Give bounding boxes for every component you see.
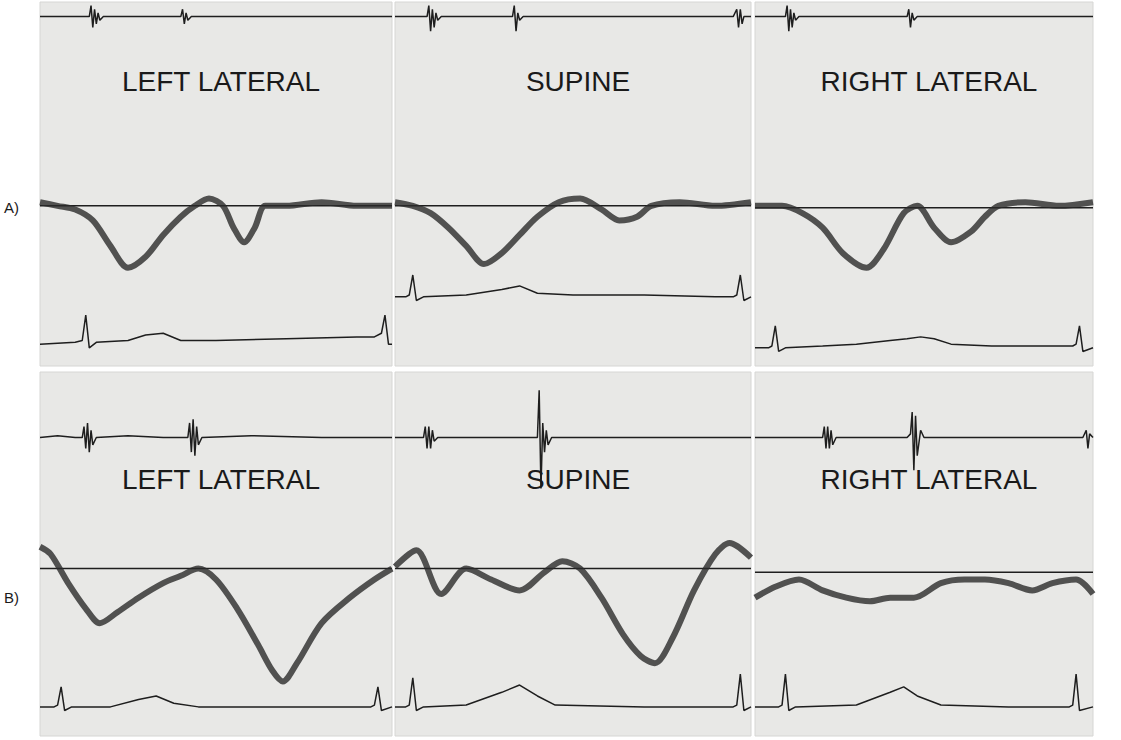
svg-text:B): B): [4, 589, 19, 606]
svg-text:RIGHT LATERAL: RIGHT LATERAL: [821, 464, 1038, 495]
svg-text:SUPINE: SUPINE: [526, 464, 630, 495]
svg-text:RIGHT LATERAL: RIGHT LATERAL: [821, 66, 1038, 97]
svg-text:LEFT LATERAL: LEFT LATERAL: [122, 464, 320, 495]
svg-text:A): A): [4, 199, 19, 216]
svg-text:LEFT LATERAL: LEFT LATERAL: [122, 66, 320, 97]
svg-text:SUPINE: SUPINE: [526, 66, 630, 97]
